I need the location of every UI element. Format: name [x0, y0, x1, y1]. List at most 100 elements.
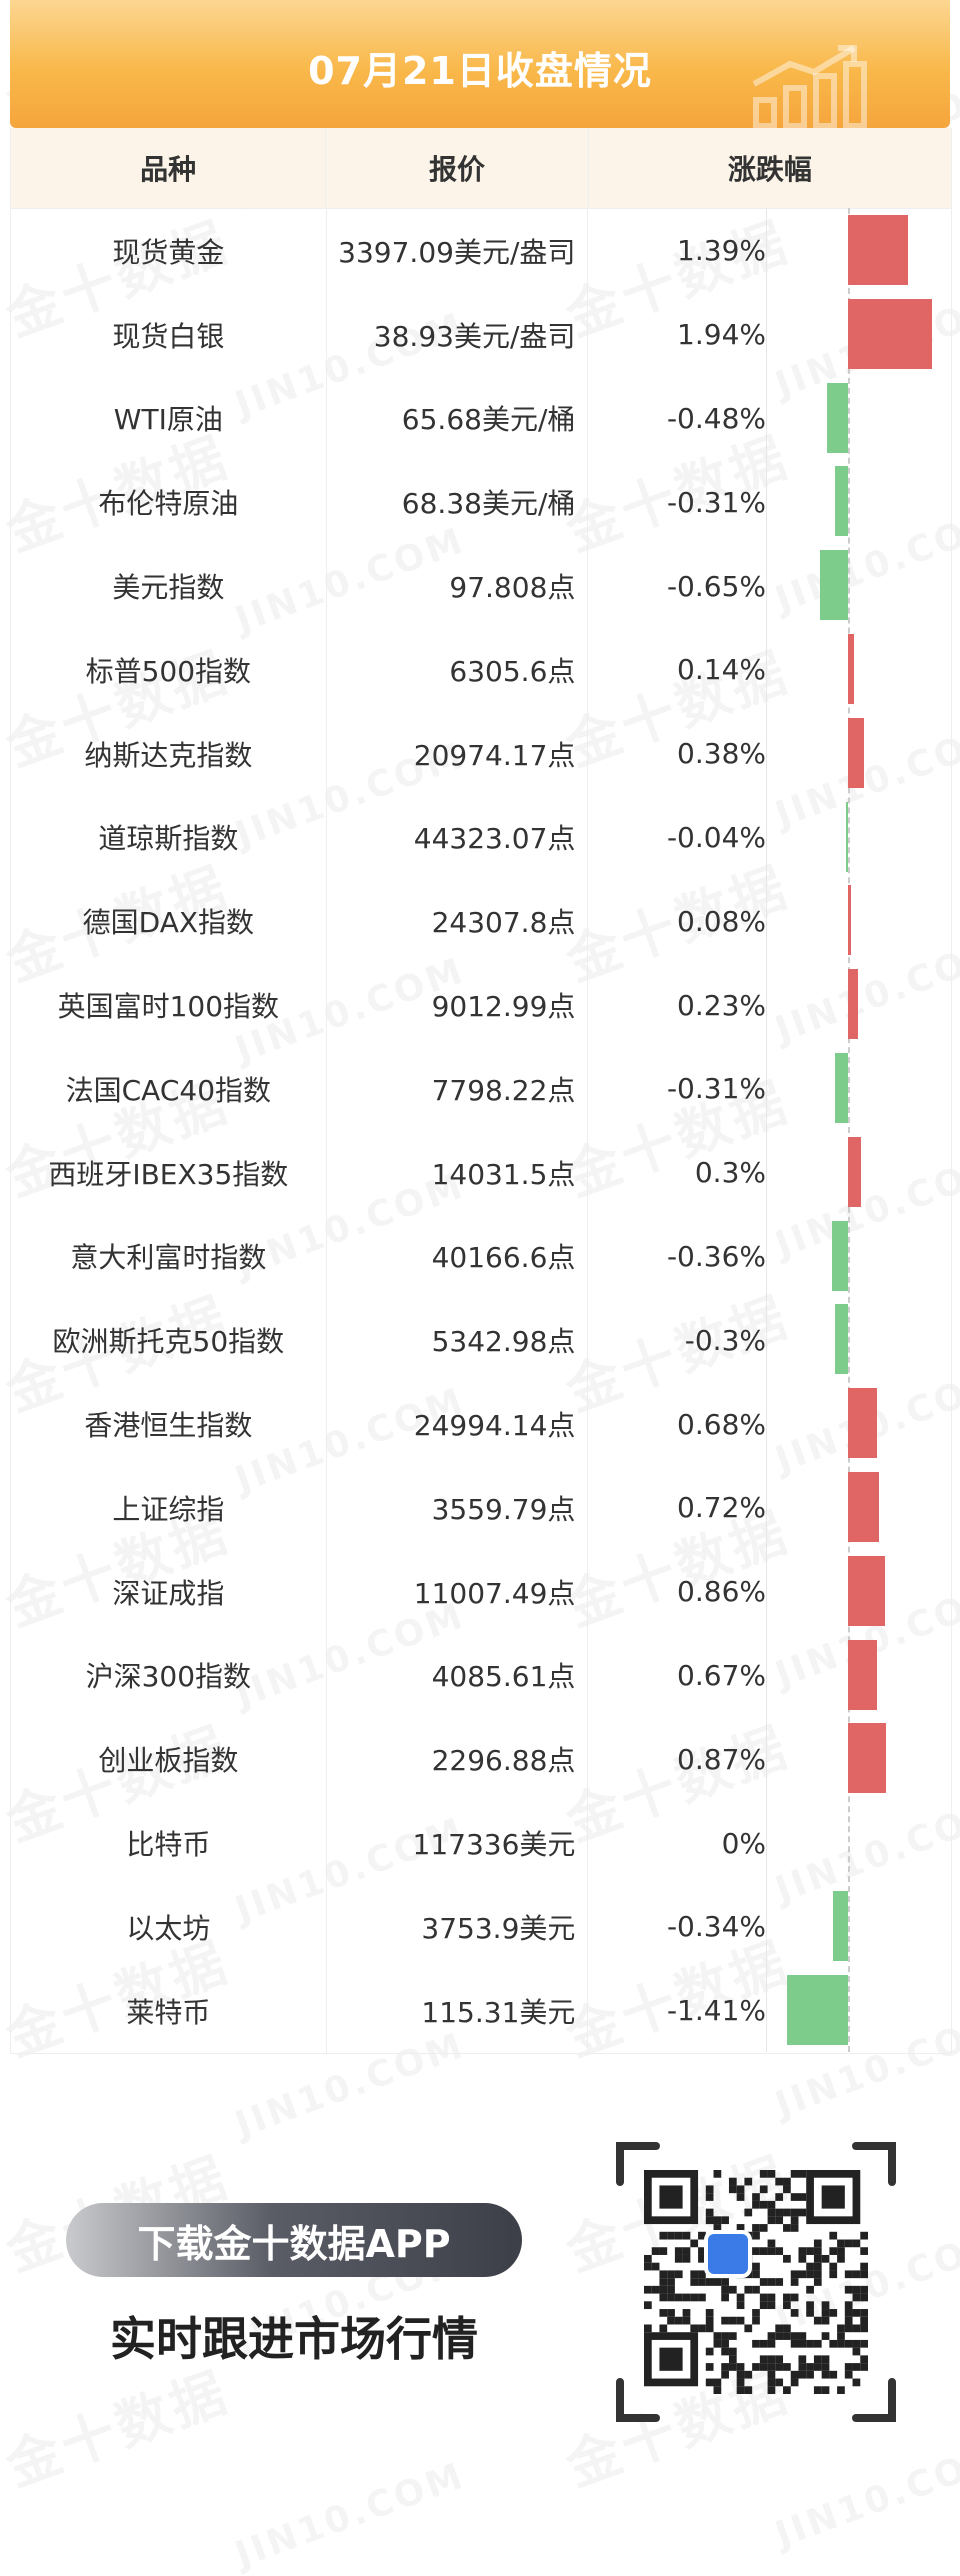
change-cell: -0.04% — [588, 796, 951, 880]
change-bar — [848, 885, 852, 956]
table-row: 意大利富时指数 40166.6点 -0.36% — [11, 1214, 951, 1299]
table-header: 品种 报价 涨跌幅 — [11, 128, 951, 209]
change-percent: 0.86% — [677, 1575, 766, 1609]
price-value: 115.31美元 — [327, 1968, 589, 2053]
table-row: 现货黄金 3397.09美元/盎司 1.39% — [11, 209, 951, 293]
change-percent: 0.68% — [677, 1407, 766, 1441]
table-row: 莱特币 115.31美元 -1.41% — [11, 1968, 951, 2053]
change-cell: 0.72% — [588, 1466, 951, 1550]
change-percent: -0.04% — [666, 820, 766, 854]
price-value: 6305.6点 — [327, 627, 589, 712]
price-value: 3753.9美元 — [327, 1884, 589, 1969]
table-row: 西班牙IBEX35指数 14031.5点 0.3% — [11, 1130, 951, 1215]
change-bar — [827, 382, 848, 453]
change-bar-chart — [766, 208, 941, 2052]
change-cell: 0.38% — [588, 712, 951, 796]
price-value: 7798.22点 — [327, 1046, 589, 1131]
table-row: 英国富时100指数 9012.99点 0.23% — [11, 963, 951, 1047]
table-row: 美元指数 97.808点 -0.65% — [11, 544, 951, 628]
header-variety: 品种 — [11, 128, 327, 208]
variety-name: 创业板指数 — [11, 1717, 327, 1802]
variety-name: 香港恒生指数 — [11, 1382, 327, 1466]
price-value: 65.68美元/桶 — [327, 376, 589, 461]
watermark-text: 金十数据 — [0, 2348, 239, 2502]
change-percent: 0.67% — [677, 1658, 766, 1692]
price-value: 40166.6点 — [327, 1214, 589, 1299]
variety-name: 比特币 — [11, 1801, 327, 1885]
change-cell: 0.23% — [588, 963, 951, 1047]
price-value: 24307.8点 — [327, 879, 589, 964]
variety-name: 西班牙IBEX35指数 — [11, 1130, 327, 1215]
change-bar — [834, 466, 848, 537]
change-bar — [848, 717, 865, 788]
price-value: 14031.5点 — [327, 1130, 589, 1215]
change-percent: 0% — [721, 1826, 766, 1860]
change-percent: 1.39% — [677, 234, 766, 268]
price-value: 97.808点 — [327, 544, 589, 628]
price-value: 11007.49点 — [327, 1549, 589, 1634]
variety-name: 德国DAX指数 — [11, 879, 327, 964]
price-value: 20974.17点 — [327, 711, 589, 796]
app-logo-icon — [704, 2230, 752, 2278]
table-row: 德国DAX指数 24307.8点 0.08% — [11, 879, 951, 964]
change-cell: 0.68% — [588, 1382, 951, 1466]
table-row: 道琼斯指数 44323.07点 -0.04% — [11, 795, 951, 880]
title-banner: 07月21日收盘情况 — [10, 0, 950, 128]
change-cell: -0.36% — [588, 1215, 951, 1299]
table-row: 法国CAC40指数 7798.22点 -0.31% — [11, 1046, 951, 1131]
change-cell: -0.3% — [588, 1298, 951, 1382]
price-value: 3559.79点 — [327, 1465, 589, 1550]
change-cell: -0.34% — [588, 1885, 951, 1969]
change-percent: 0.14% — [677, 653, 766, 687]
variety-name: 布伦特原油 — [11, 460, 327, 545]
change-cell: -0.31% — [588, 1047, 951, 1131]
change-percent: -1.41% — [666, 1994, 766, 2028]
page-title: 07月21日收盘情况 — [308, 49, 652, 93]
change-percent: 0.3% — [694, 1156, 766, 1190]
variety-name: 欧洲斯托克50指数 — [11, 1298, 327, 1383]
change-cell: 0.3% — [588, 1131, 951, 1215]
qr-pattern — [644, 2170, 868, 2394]
change-percent: 0.87% — [677, 1742, 766, 1776]
price-value: 3397.09美元/盎司 — [327, 209, 589, 293]
table-row: 比特币 117336美元 0% — [11, 1801, 951, 1885]
change-percent: -0.31% — [666, 485, 766, 519]
variety-name: 上证综指 — [11, 1465, 327, 1550]
variety-name: 道琼斯指数 — [11, 795, 327, 880]
download-app-button[interactable]: 下载金十数据APP — [66, 2203, 522, 2277]
table-row: 上证综指 3559.79点 0.72% — [11, 1465, 951, 1550]
variety-name: 法国CAC40指数 — [11, 1046, 327, 1131]
change-percent: -0.65% — [666, 569, 766, 603]
table-row: 标普500指数 6305.6点 0.14% — [11, 627, 951, 712]
variety-name: 莱特币 — [11, 1968, 327, 2053]
table-row: 欧洲斯托克50指数 5342.98点 -0.3% — [11, 1298, 951, 1383]
price-value: 4085.61点 — [327, 1633, 589, 1718]
change-bar — [848, 634, 855, 704]
change-percent: 0.08% — [677, 904, 766, 938]
change-bar — [833, 1891, 848, 1961]
price-value: 5342.98点 — [327, 1298, 589, 1383]
table-row: 以太坊 3753.9美元 -0.34% — [11, 1884, 951, 1969]
change-cell: 0.08% — [588, 879, 951, 963]
footer-slogan: 实时跟进市场行情 — [110, 2312, 478, 2366]
variety-name: 沪深300指数 — [11, 1633, 327, 1718]
header-change: 涨跌幅 — [727, 153, 812, 186]
change-cell: 0% — [588, 1801, 951, 1885]
table-row: 现货白银 38.93美元/盎司 1.94% — [11, 292, 951, 377]
change-bar — [848, 1723, 886, 1794]
variety-name: 美元指数 — [11, 544, 327, 628]
variety-name: 现货黄金 — [11, 209, 327, 293]
change-bar — [848, 1639, 877, 1710]
change-bar — [834, 1053, 848, 1123]
table-body: 现货黄金 3397.09美元/盎司 1.39% 现货白银 38.93美元/盎司 1.94%… — [11, 209, 951, 2053]
price-value: 117336美元 — [327, 1801, 589, 1885]
change-cell: 0.67% — [588, 1634, 951, 1718]
change-percent: 0.72% — [677, 1491, 766, 1525]
change-bar — [786, 1974, 848, 2045]
qr-code-icon — [616, 2142, 896, 2422]
table-row: 纳斯达克指数 20974.17点 0.38% — [11, 711, 951, 796]
price-value: 38.93美元/盎司 — [327, 292, 589, 377]
change-cell: -0.31% — [588, 460, 951, 544]
table-row: 深证成指 11007.49点 0.86% — [11, 1549, 951, 1634]
price-value: 2296.88点 — [327, 1717, 589, 1802]
